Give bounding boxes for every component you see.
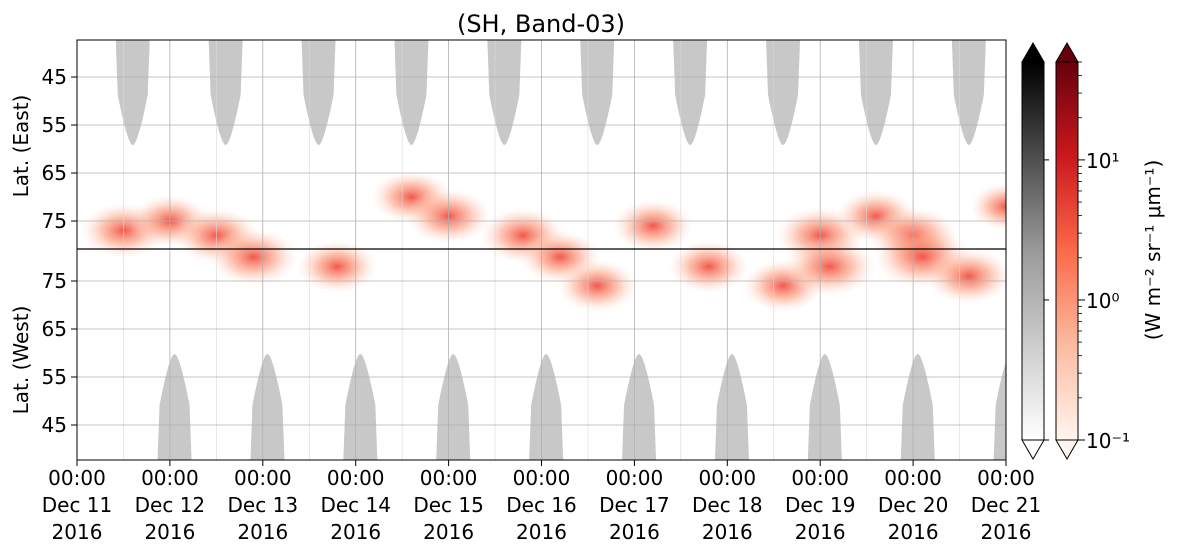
x-tick-time-3: 00:00 bbox=[327, 466, 385, 490]
x-tick-year-3: 2016 bbox=[330, 520, 381, 544]
day-mask-west-10 bbox=[993, 361, 1006, 460]
x-tick-date-8: Dec 19 bbox=[785, 493, 856, 517]
day-mask-west-3 bbox=[343, 354, 378, 460]
colorbar-gray-top-arrow bbox=[1021, 42, 1045, 63]
colorbar-red bbox=[1055, 42, 1079, 460]
x-tick-time-0: 00:00 bbox=[48, 466, 106, 490]
day-mask-east-7 bbox=[673, 40, 708, 145]
x-tick-time-1: 00:00 bbox=[141, 466, 199, 490]
y-ticks: 45 55 65 75 75 65 55 45 bbox=[42, 65, 77, 437]
x-tick-year-7: 2016 bbox=[702, 520, 753, 544]
colorbar-red-bottom-arrow bbox=[1055, 439, 1079, 460]
colorbar-tick-label-0: 10¹ bbox=[1086, 149, 1119, 173]
x-tick-time-9: 00:00 bbox=[884, 466, 942, 490]
colorbar-gray-bar bbox=[1021, 61, 1045, 441]
day-mask-east-9 bbox=[858, 40, 893, 145]
y-tick-label-east-55: 55 bbox=[42, 113, 67, 137]
day-mask-west-6 bbox=[622, 354, 657, 460]
colorbar-label: (W m⁻² sr⁻¹ μm⁻¹) bbox=[1141, 160, 1165, 341]
y-tick-label-east-65: 65 bbox=[42, 161, 67, 185]
emission-blob-11 bbox=[612, 199, 694, 253]
x-tick-time-2: 00:00 bbox=[234, 466, 292, 490]
day-mask-east-4 bbox=[394, 40, 429, 145]
x-tick-time-10: 00:00 bbox=[977, 466, 1035, 490]
x-tick-year-5: 2016 bbox=[516, 520, 567, 544]
y-label-west: Lat. (West) bbox=[9, 306, 33, 415]
y-tick-label-east-45: 45 bbox=[42, 65, 67, 89]
x-tick-year-0: 2016 bbox=[52, 520, 103, 544]
colorbar-tick-label-2: 10⁻¹ bbox=[1086, 429, 1130, 453]
x-tick-date-9: Dec 20 bbox=[878, 493, 949, 517]
x-tick-date-5: Dec 16 bbox=[506, 493, 577, 517]
x-tick-year-8: 2016 bbox=[795, 520, 846, 544]
y-tick-label-west-65: 65 bbox=[42, 317, 67, 341]
emission-blob-4 bbox=[209, 228, 298, 286]
colorbar-gray bbox=[1021, 42, 1045, 460]
x-tick-date-6: Dec 17 bbox=[599, 493, 670, 517]
colorbar-ticks: 10¹ 10⁰ 10⁻¹ bbox=[1044, 61, 1130, 453]
x-tick-time-7: 00:00 bbox=[698, 466, 756, 490]
x-tick-year-6: 2016 bbox=[609, 520, 660, 544]
emission-blob-19 bbox=[926, 248, 1006, 305]
x-tick-year-2: 2016 bbox=[237, 520, 288, 544]
day-mask-west-4 bbox=[436, 354, 471, 460]
x-ticks: 00:00 Dec 11 2016 00:00 Dec 12 2016 00:00 Dec 1… bbox=[42, 460, 1042, 544]
colorbar-red-top-arrow bbox=[1055, 42, 1079, 63]
colorbar-red-bar bbox=[1055, 61, 1079, 441]
plot-area bbox=[77, 40, 1006, 460]
day-mask-west-1 bbox=[157, 354, 192, 460]
x-tick-date-3: Dec 14 bbox=[320, 493, 391, 517]
y-tick-label-west-45: 45 bbox=[42, 413, 67, 437]
emission-blob-12 bbox=[668, 240, 749, 294]
y-label-east: Lat. (East) bbox=[9, 95, 33, 198]
x-tick-year-4: 2016 bbox=[423, 520, 474, 544]
day-mask-east-1 bbox=[115, 40, 150, 145]
day-mask-west-7 bbox=[714, 354, 749, 460]
x-tick-date-0: Dec 11 bbox=[42, 493, 113, 517]
day-mask-east-2 bbox=[208, 40, 243, 145]
x-tick-year-10: 2016 bbox=[981, 520, 1032, 544]
emission-blob-15 bbox=[783, 237, 876, 297]
day-mask-west-5 bbox=[529, 354, 564, 460]
x-tick-year-9: 2016 bbox=[888, 520, 939, 544]
x-tick-time-8: 00:00 bbox=[791, 466, 849, 490]
day-mask-east-6 bbox=[580, 40, 615, 145]
emission-blob-10 bbox=[557, 259, 638, 313]
x-tick-date-10: Dec 21 bbox=[971, 493, 1042, 517]
x-tick-year-1: 2016 bbox=[144, 520, 195, 544]
y-tick-label-west-75: 75 bbox=[42, 269, 67, 293]
day-mask-west-9 bbox=[900, 354, 935, 460]
emission-blob-20 bbox=[970, 182, 1006, 231]
x-tick-date-4: Dec 15 bbox=[413, 493, 484, 517]
emission-blob-5 bbox=[296, 240, 378, 294]
x-tick-date-2: Dec 13 bbox=[228, 493, 299, 517]
x-tick-time-5: 00:00 bbox=[513, 466, 571, 490]
x-tick-time-4: 00:00 bbox=[420, 466, 478, 490]
x-tick-date-1: Dec 12 bbox=[135, 493, 206, 517]
y-tick-label-west-55: 55 bbox=[42, 365, 67, 389]
colorbar-gray-bottom-arrow bbox=[1021, 439, 1045, 460]
colorbar-tick-label-1: 10⁰ bbox=[1086, 289, 1119, 313]
day-mask-west-2 bbox=[250, 354, 285, 460]
day-masks bbox=[115, 40, 1006, 460]
day-mask-east-3 bbox=[301, 40, 336, 145]
day-mask-west-8 bbox=[807, 354, 842, 460]
grid bbox=[77, 40, 1006, 460]
day-mask-east-10 bbox=[951, 40, 986, 145]
chart-title: (SH, Band-03) bbox=[457, 10, 625, 38]
x-tick-time-6: 00:00 bbox=[606, 466, 664, 490]
x-tick-date-7: Dec 18 bbox=[692, 493, 763, 517]
day-mask-east-8 bbox=[766, 40, 801, 145]
y-tick-label-east-75: 75 bbox=[42, 209, 67, 233]
day-mask-east-5 bbox=[487, 40, 522, 145]
